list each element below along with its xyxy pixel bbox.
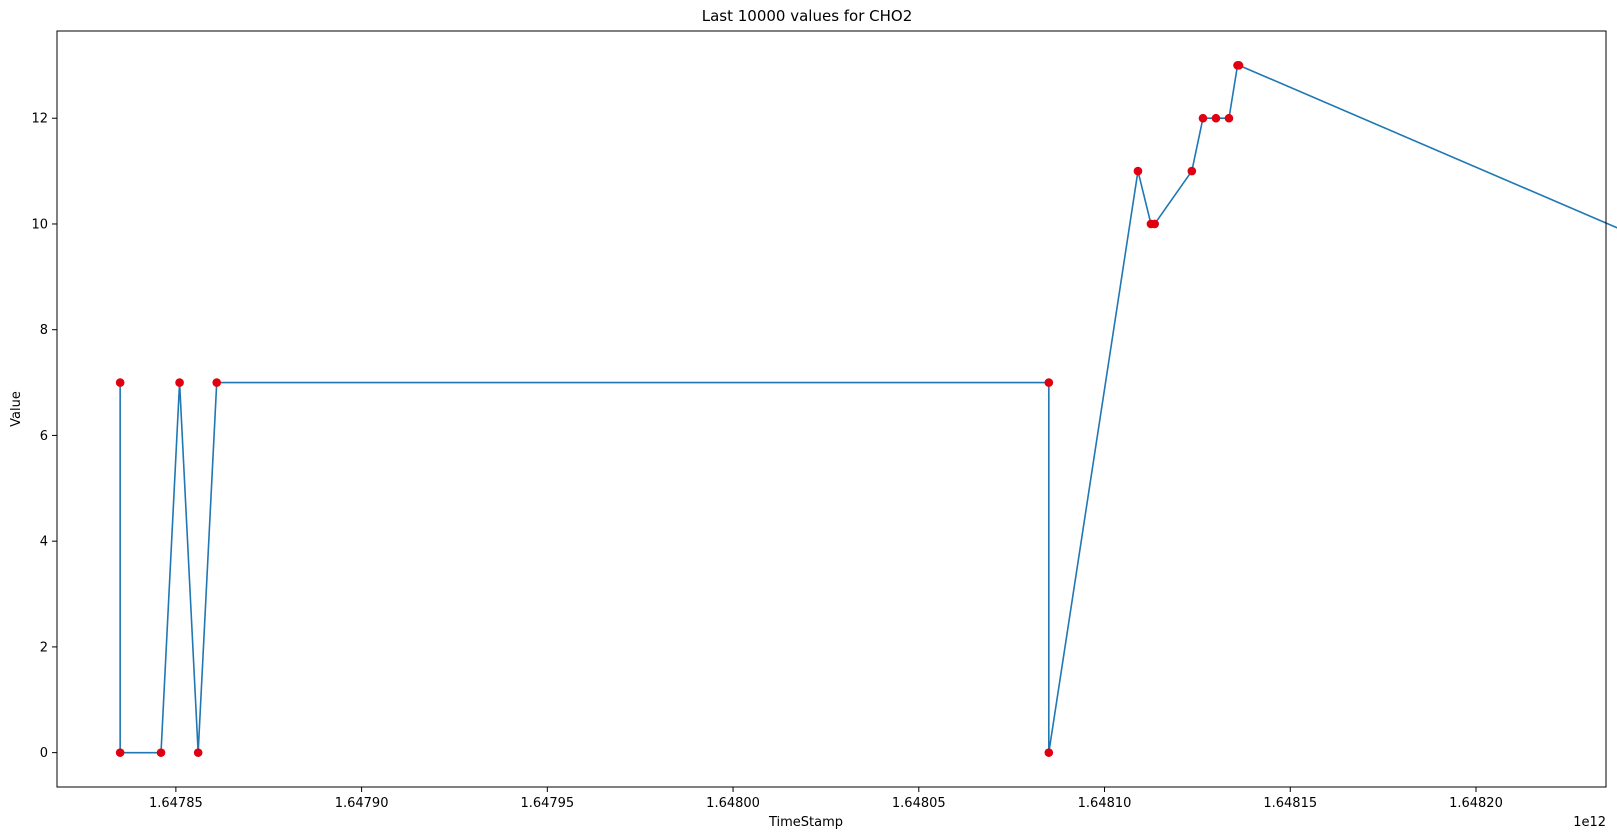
data-point <box>1044 748 1054 757</box>
data-point <box>1234 61 1244 70</box>
data-point <box>115 378 125 387</box>
series-line <box>119 64 1617 754</box>
data-point <box>1150 219 1159 229</box>
plot-frame <box>56 30 1607 788</box>
x-tick-label: 1.64805 <box>892 796 946 811</box>
y-tick-label: 6 <box>40 429 48 444</box>
y-tick-label: 8 <box>40 323 48 338</box>
y-tick-label: 0 <box>40 746 48 761</box>
x-tick-label: 1.64800 <box>706 796 760 811</box>
y-tick-label: 12 <box>31 112 48 127</box>
data-point <box>193 748 203 757</box>
x-tick-label: 1.64785 <box>149 796 203 811</box>
data-point <box>1133 166 1143 176</box>
y-axis: 0 2 4 6 8 10 12 <box>31 112 57 761</box>
y-tick-label: 2 <box>40 640 48 655</box>
data-point <box>115 748 125 757</box>
y-tick-label: 10 <box>31 217 48 232</box>
x-tick-label: 1.64790 <box>335 796 389 811</box>
data-point <box>175 378 184 387</box>
plot-marks <box>115 61 1617 757</box>
x-tick-label: 1.64820 <box>1449 796 1503 811</box>
data-point <box>1044 378 1054 387</box>
y-axis-label: Value <box>9 391 24 427</box>
x-tick-label: 1.64795 <box>520 796 574 811</box>
data-point <box>1198 113 1208 123</box>
x-offset-label: 1e12 <box>1573 815 1606 830</box>
data-point <box>1187 166 1197 176</box>
data-point <box>212 378 222 387</box>
x-axis-label: TimeStamp <box>768 815 843 830</box>
chart-title: Last 10000 values for CHO2 <box>702 7 913 25</box>
y-tick-label: 4 <box>40 535 48 550</box>
x-tick-label: 1.64815 <box>1263 796 1317 811</box>
data-point <box>1224 113 1234 123</box>
data-point <box>1211 113 1221 123</box>
x-tick-label: 1.64810 <box>1078 796 1132 811</box>
x-axis: 1.64785 1.64790 1.64795 1.64800 1.64805 1.648… <box>149 787 1503 811</box>
data-point <box>156 748 166 757</box>
